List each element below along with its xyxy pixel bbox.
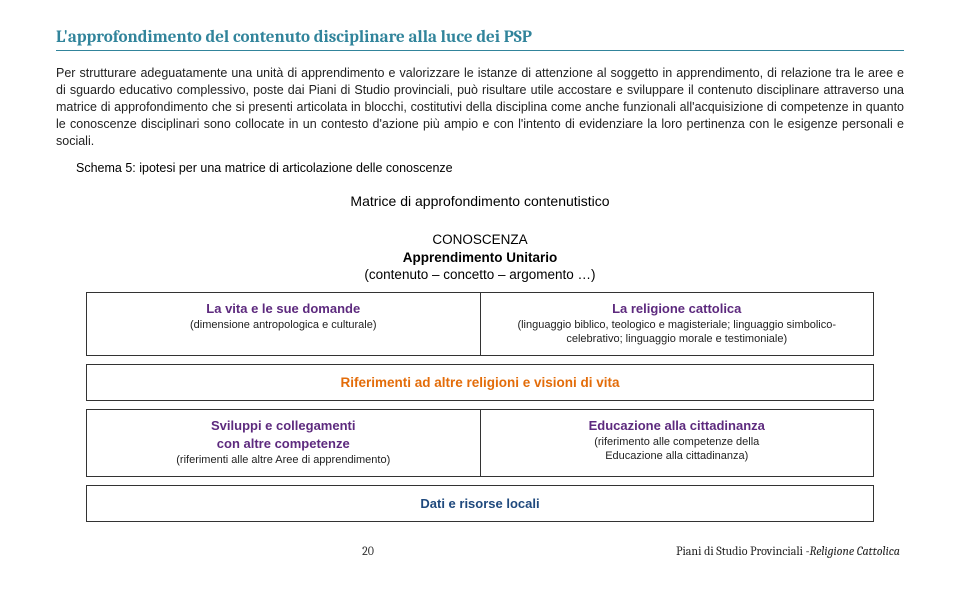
box-riferimenti-religioni: Riferimenti ad altre religioni e visioni…: [87, 365, 873, 400]
body-paragraph: Per strutturare adeguatamente una unità …: [56, 65, 904, 149]
matrice-title: Matrice di approfondimento contenutistic…: [56, 193, 904, 209]
page-footer: 20 Piani di Studio Provinciali -Religion…: [56, 544, 904, 558]
box-title: Riferimenti ad altre religioni e visioni…: [99, 375, 861, 390]
matrix-row-1: La vita e le sue domande (dimensione ant…: [86, 292, 874, 356]
box-educazione-cittadinanza: Educazione alla cittadinanza (riferiment…: [480, 410, 874, 476]
box-subtitle: (linguaggio biblico, teologico e magiste…: [493, 319, 862, 347]
conoscenza-line2: Apprendimento Unitario: [56, 249, 904, 267]
box-title: La vita e le sue domande: [99, 301, 468, 317]
schema-label: Schema 5: ipotesi per una matrice di art…: [76, 161, 904, 175]
footer-right-plain: Piani di Studio Provinciali -: [676, 544, 809, 558]
conoscenza-line3: (contenuto – concetto – argomento …): [56, 266, 904, 284]
matrix-row-2: Riferimenti ad altre religioni e visioni…: [86, 364, 874, 401]
matrix-row-4: Dati e risorse locali: [86, 485, 874, 522]
page: L'approfondimento del contenuto discipli…: [0, 0, 960, 578]
box-title: Dati e risorse locali: [99, 496, 861, 511]
conoscenza-block: CONOSCENZA Apprendimento Unitario (conte…: [56, 231, 904, 284]
box-subtitle-line1: (riferimento alle competenze della: [493, 436, 862, 450]
box-subtitle: (dimensione antropologica e culturale): [99, 319, 468, 333]
box-title: La religione cattolica: [493, 301, 862, 317]
page-title: L'approfondimento del contenuto discipli…: [56, 28, 904, 51]
box-title-line1: Sviluppi e collegamenti: [99, 418, 468, 434]
box-title: Educazione alla cittadinanza: [493, 418, 862, 434]
box-title-line2: con altre competenze: [99, 436, 468, 452]
box-dati-risorse: Dati e risorse locali: [87, 486, 873, 521]
conoscenza-line1: CONOSCENZA: [56, 231, 904, 249]
box-sviluppi-collegamenti: Sviluppi e collegamenti con altre compet…: [87, 410, 480, 476]
box-subtitle-line2: Educazione alla cittadinanza): [493, 450, 862, 464]
matrix-row-3: Sviluppi e collegamenti con altre compet…: [86, 409, 874, 477]
footer-right-italic: Religione Cattolica: [810, 544, 900, 558]
page-number: 20: [362, 544, 374, 558]
box-subtitle: (riferimenti alle altre Aree di apprendi…: [99, 454, 468, 468]
box-religione-cattolica: La religione cattolica (linguaggio bibli…: [480, 293, 874, 355]
box-vita-domande: La vita e le sue domande (dimensione ant…: [87, 293, 480, 355]
matrix-diagram: La vita e le sue domande (dimensione ant…: [86, 292, 874, 522]
footer-right: Piani di Studio Provinciali -Religione C…: [676, 544, 900, 558]
